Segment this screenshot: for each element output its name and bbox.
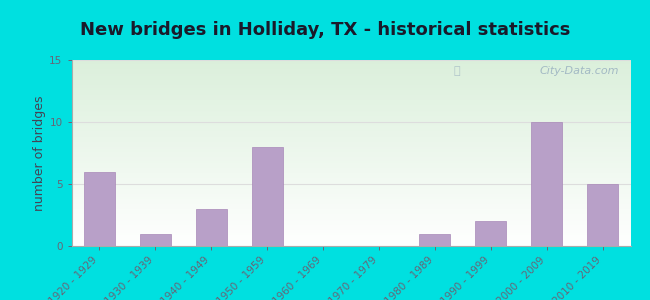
Bar (196, 209, 227, 246)
Text: ⓘ: ⓘ (454, 66, 460, 76)
Bar (531, 122, 562, 246)
Bar (252, 147, 283, 246)
Bar (475, 221, 506, 246)
Y-axis label: number of bridges: number of bridges (33, 95, 46, 211)
Bar (84, 172, 115, 246)
Text: City-Data.com: City-Data.com (540, 66, 619, 76)
Bar (419, 234, 450, 246)
Bar (587, 184, 618, 246)
Bar (140, 234, 171, 246)
Text: New bridges in Holliday, TX - historical statistics: New bridges in Holliday, TX - historical… (80, 21, 570, 39)
